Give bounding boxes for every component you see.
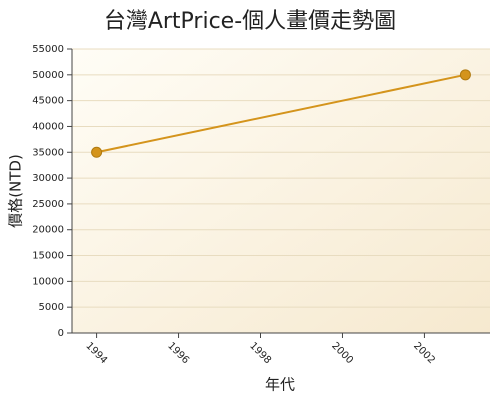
y-tick-label: 50000: [32, 70, 64, 81]
x-tick-label: 1994: [83, 340, 109, 366]
line: [96, 73, 466, 154]
x-axis-label: 年代: [265, 376, 295, 394]
y-tick-label: 40000: [32, 121, 64, 132]
y-tick-label: 0: [58, 328, 64, 339]
x-tick-label: 2002: [411, 340, 437, 366]
x-tick-label: 1998: [247, 340, 273, 366]
y-tick-label: 30000: [32, 173, 64, 184]
x-tick-label: 1996: [165, 340, 191, 366]
y-tick-label: 5000: [39, 302, 64, 313]
x-tick-label: 2000: [329, 340, 355, 366]
y-tick-label: 25000: [32, 199, 64, 210]
y-tick-label: 55000: [32, 44, 64, 55]
y-tick-label: 45000: [32, 96, 64, 107]
point: [459, 69, 471, 81]
y-tick-label: 10000: [32, 276, 64, 287]
point: [91, 146, 103, 158]
y-tick-label: 35000: [32, 147, 64, 158]
y-tick-label: 20000: [32, 225, 64, 236]
y-axis-label: 價格(NTD): [7, 154, 25, 228]
chart-title: 台灣ArtPrice-個人畫價走勢圖: [104, 9, 396, 34]
plot-area: [72, 49, 490, 333]
y-tick-label: 15000: [32, 251, 64, 262]
